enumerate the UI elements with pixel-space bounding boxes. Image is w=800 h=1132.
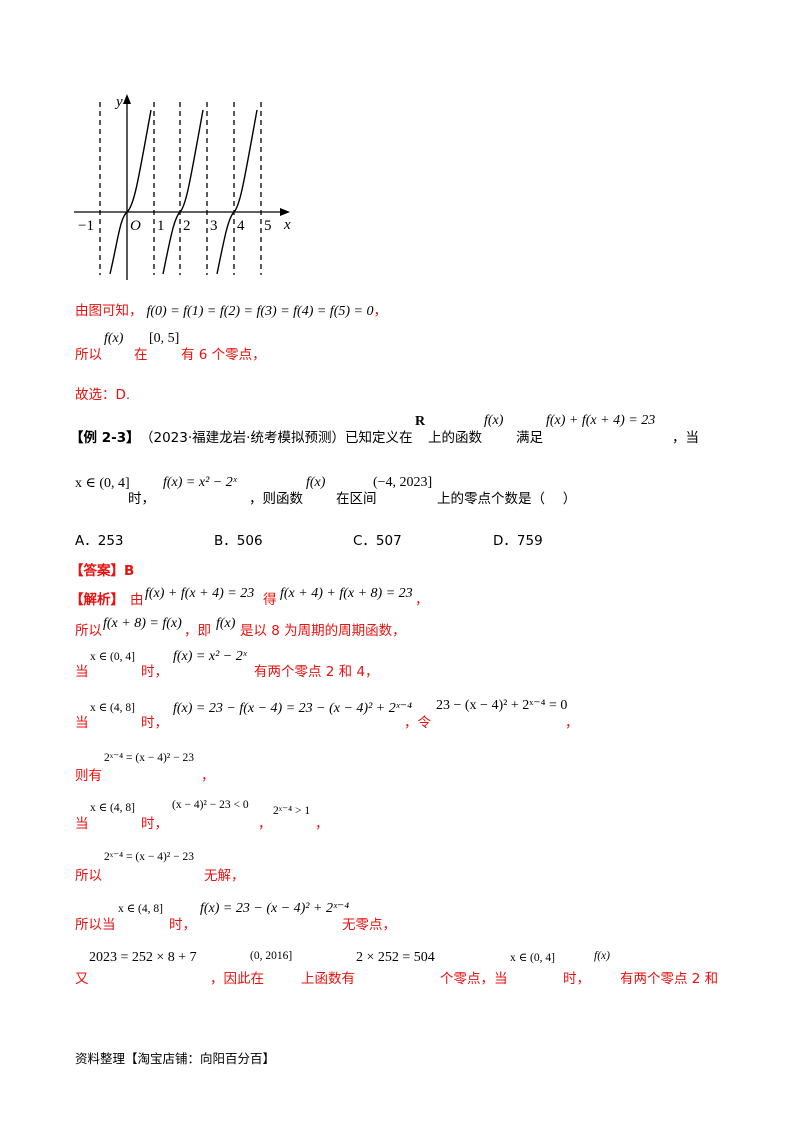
y-axis-arrow: [123, 94, 131, 104]
tick-label: 2: [183, 218, 191, 234]
text-segment: 当: [75, 715, 89, 731]
math-expression: 2 × 252 = 504: [356, 950, 435, 965]
text-segment: 又: [75, 971, 89, 987]
text-segment: ，: [373, 303, 387, 319]
function-graph: y x O −1 1 2 3 4 5: [74, 94, 291, 280]
tick-label: 5: [264, 218, 272, 234]
option-c[interactable]: C．507: [353, 533, 402, 549]
math-expression: f(x): [484, 413, 504, 428]
text-segment: ，: [201, 768, 215, 784]
choice-line: 故选：D.: [75, 387, 131, 403]
math-expression: x ∈ (4, 8]: [118, 903, 163, 915]
text-segment: 有两个零点 2 和: [620, 971, 719, 987]
text-segment: 上函数有: [301, 971, 355, 987]
conclusion-line: 由图可知， f(0) = f(1) = f(2) = f(3) = f(4) = …: [75, 299, 387, 320]
text-segment: ，: [315, 816, 329, 832]
text-segment: 所以当: [75, 917, 116, 933]
text-segment: 上的零点个数是（ ）: [437, 491, 577, 507]
text-segment: ，因此在: [210, 971, 264, 987]
math-expression: f(x): [216, 616, 236, 631]
text-segment: 由: [130, 592, 144, 608]
text-segment: 时，: [563, 971, 590, 987]
text-segment: ，: [565, 715, 579, 731]
math-expression: f(x) + f(x + 4) = 23: [145, 586, 255, 601]
text-segment: 时，: [141, 664, 168, 680]
origin-label: O: [130, 218, 141, 234]
math-expression: x ∈ (0, 4]: [90, 651, 135, 663]
y-axis-label: y: [114, 94, 123, 110]
math-expression: x ∈ (0, 4]: [75, 476, 130, 491]
tick-label: 4: [237, 218, 245, 234]
math-expression: f(x + 4) + f(x + 8) = 23: [280, 586, 413, 601]
text-segment: ，: [415, 592, 429, 608]
curve-branch: [162, 109, 204, 275]
math-expression: 2ˣ⁻⁴ = (x − 4)² − 23: [104, 752, 194, 764]
option-d[interactable]: D．759: [493, 533, 543, 549]
math-expression: (0, 2016]: [250, 950, 293, 962]
text-segment: 在区间: [336, 491, 377, 507]
math-expression: 2023 = 252 × 8 + 7: [89, 950, 197, 965]
math-expression: f(x) = x² − 2ˣ: [173, 649, 247, 664]
text-segment: 时，: [169, 917, 196, 933]
text-segment: 在: [134, 347, 148, 363]
math-expression: 2ˣ⁻⁴ = (x − 4)² − 23: [104, 851, 194, 863]
text-segment: 有两个零点 2 和 4，: [254, 664, 379, 680]
page-footer: 资料整理【淘宝店铺：向阳百分百】: [75, 1051, 276, 1066]
text-segment: 所以: [75, 347, 102, 363]
answer-line: 【答案】B: [70, 563, 135, 579]
text-segment: 则有: [75, 768, 102, 784]
option-b[interactable]: B．506: [214, 533, 263, 549]
math-expression: (−4, 2023]: [373, 475, 433, 490]
math-expression: f(0) = f(1) = f(2) = f(3) = f(4) = f(5) …: [146, 304, 374, 319]
option-a[interactable]: A．253: [75, 533, 124, 549]
math-expression: (x − 4)² − 23 < 0: [172, 799, 249, 811]
text-segment: 个零点，当: [440, 971, 508, 987]
math-expression: x ∈ (0, 4]: [510, 952, 555, 964]
analysis-tag: 【解析】: [70, 592, 124, 608]
text-segment: 得: [263, 592, 277, 608]
curve-branch: [109, 109, 152, 275]
math-expression: f(x): [594, 950, 610, 962]
text-segment: 有 6 个零点，: [181, 347, 266, 363]
text-segment: 无零点，: [342, 917, 396, 933]
text-segment: 时，: [141, 715, 168, 731]
text-segment: 时，: [141, 816, 168, 832]
text-segment: 当: [75, 664, 89, 680]
math-expression: R: [415, 414, 426, 429]
text-segment: 是以 8 为周期的周期函数，: [240, 623, 406, 639]
text-segment: ，当: [672, 430, 699, 446]
math-expression: f(x) = 23 − (x − 4)² + 2ˣ⁻⁴: [200, 901, 350, 916]
tick-label: 1: [157, 218, 165, 234]
curve-branch: [216, 109, 258, 275]
text-segment: ，令: [404, 715, 431, 731]
math-expression: x ∈ (4, 8]: [90, 702, 135, 714]
math-expression: f(x): [104, 331, 124, 346]
tick-label: −1: [78, 218, 94, 234]
text-segment: ，则函数: [249, 491, 303, 507]
text-segment: 所以: [75, 868, 102, 884]
text-segment: 所以: [75, 623, 102, 639]
text-segment: ，即: [184, 623, 211, 639]
x-axis-label: x: [283, 217, 291, 233]
example-tag: 【例 2-3】: [70, 430, 140, 446]
x-axis-arrow: [280, 208, 290, 216]
text-segment: ，: [258, 816, 272, 832]
math-expression: [0, 5]: [149, 331, 180, 346]
text-segment: 无解，: [204, 868, 245, 884]
math-expression: x ∈ (4, 8]: [90, 802, 135, 814]
math-expression: 23 − (x − 4)² + 2ˣ⁻⁴ = 0: [436, 698, 568, 713]
text-segment: 由图可知，: [75, 303, 143, 319]
math-expression: f(x): [306, 475, 326, 490]
text-segment: 当: [75, 816, 89, 832]
math-expression: 2ˣ⁻⁴ > 1: [273, 805, 311, 817]
math-expression: f(x) = 23 − f(x − 4) = 23 − (x − 4)² + 2…: [173, 701, 412, 716]
text-segment: 上的函数: [428, 430, 482, 446]
tick-label: 3: [210, 218, 218, 234]
text-segment: 时，: [128, 491, 155, 507]
text-segment: 满足: [516, 430, 543, 446]
math-expression: f(x) + f(x + 4) = 23: [546, 413, 656, 428]
text-segment: （2023·福建龙岩·统考模拟预测）已知定义在: [140, 430, 413, 446]
math-expression: f(x) = x² − 2ˣ: [163, 475, 237, 490]
math-expression: f(x + 8) = f(x): [103, 616, 182, 631]
